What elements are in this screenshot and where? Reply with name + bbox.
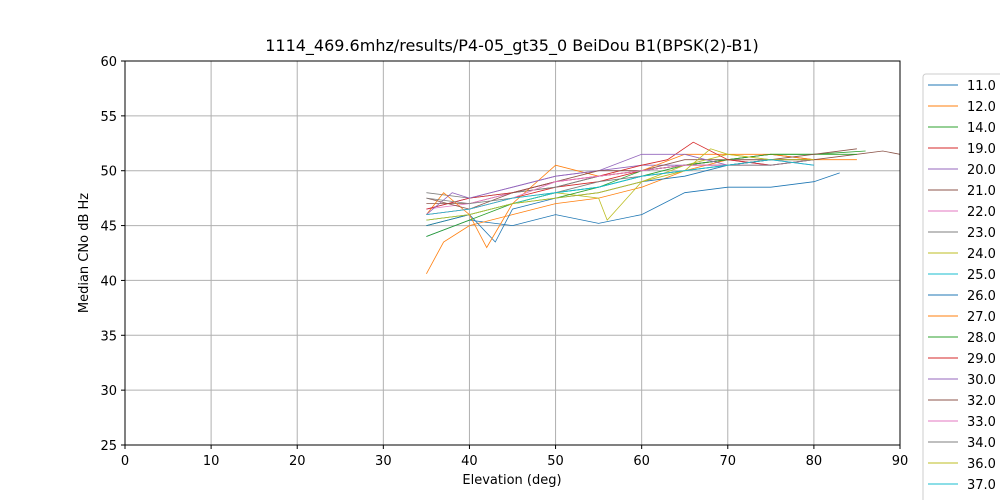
legend-entry: 19.0 (967, 142, 996, 157)
legend-entry: 11.0 (967, 79, 996, 94)
legend-frame (922, 73, 1000, 500)
series-line-26.0 (426, 159, 814, 243)
legend-entry: 32.0 (967, 394, 996, 409)
x-tick-label: 60 (633, 454, 650, 469)
legend-entry: 12.0 (967, 100, 996, 115)
plot-frame (124, 60, 901, 446)
legend-entry: 28.0 (967, 331, 996, 346)
legend-entry: 29.0 (967, 352, 996, 367)
legend-entry: 37.0 (967, 478, 996, 493)
legend-entry: 14.0 (967, 121, 996, 136)
y-tick-label: 60 (100, 55, 117, 70)
legend-entry: 36.0 (967, 457, 996, 472)
x-tick-label: 10 (203, 454, 220, 469)
series-lines (426, 141, 901, 274)
legend-entry: 27.0 (967, 310, 996, 325)
legend-entry: 20.0 (967, 163, 996, 178)
legend-entry: 34.0 (967, 436, 996, 451)
legend-entry: 26.0 (967, 289, 996, 304)
x-axis: 0 10 20 30 40 50 60 70 80 90 (121, 445, 908, 469)
x-tick-label: 50 (547, 454, 564, 469)
x-tick-label: 70 (720, 454, 737, 469)
legend-entry: 24.0 (967, 247, 996, 262)
series-line-25.0 (426, 159, 771, 221)
grid (124, 60, 901, 446)
legend: 11.0 12.0 14.0 19.0 20.0 21.0 22.0 23.0 24.0 25.0… (922, 73, 1000, 500)
series-line-36.0 (426, 148, 814, 221)
legend-entry: 21.0 (967, 184, 996, 199)
legend-entry: 33.0 (967, 415, 996, 430)
y-tick-label: 35 (100, 329, 117, 344)
series-line-21.0 (426, 150, 901, 204)
legend-entry: 23.0 (967, 226, 996, 241)
y-tick-label: 40 (100, 274, 117, 289)
x-tick-label: 40 (461, 454, 478, 469)
series-line-14.0 (426, 150, 866, 226)
y-tick-label: 55 (100, 110, 117, 125)
series-line-29.0 (426, 141, 814, 210)
x-tick-label: 20 (289, 454, 306, 469)
y-axis: 25 30 35 40 45 50 55 60 (100, 55, 125, 454)
y-axis-label: Median CNo dB Hz (77, 193, 92, 313)
series-line-11.0 (426, 172, 840, 237)
y-tick-label: 30 (100, 384, 117, 399)
y-tick-label: 45 (100, 220, 117, 235)
x-tick-label: 80 (806, 454, 823, 469)
legend-entry: 25.0 (967, 268, 996, 283)
x-axis-label: Elevation (deg) (462, 473, 561, 488)
chart-title: 1114_469.6mhz/results/P4-05_gt35_0 BeiDo… (265, 36, 759, 56)
x-tick-label: 30 (375, 454, 392, 469)
x-tick-label: 0 (121, 454, 129, 469)
legend-entry: 30.0 (967, 373, 996, 388)
series-line-27.0 (426, 153, 814, 249)
y-tick-label: 50 (100, 165, 117, 180)
series-line-34.0 (426, 159, 814, 205)
x-tick-label: 90 (892, 454, 909, 469)
legend-entry: 22.0 (967, 205, 996, 220)
series-line-37.0 (426, 159, 814, 215)
y-tick-label: 25 (100, 439, 117, 454)
